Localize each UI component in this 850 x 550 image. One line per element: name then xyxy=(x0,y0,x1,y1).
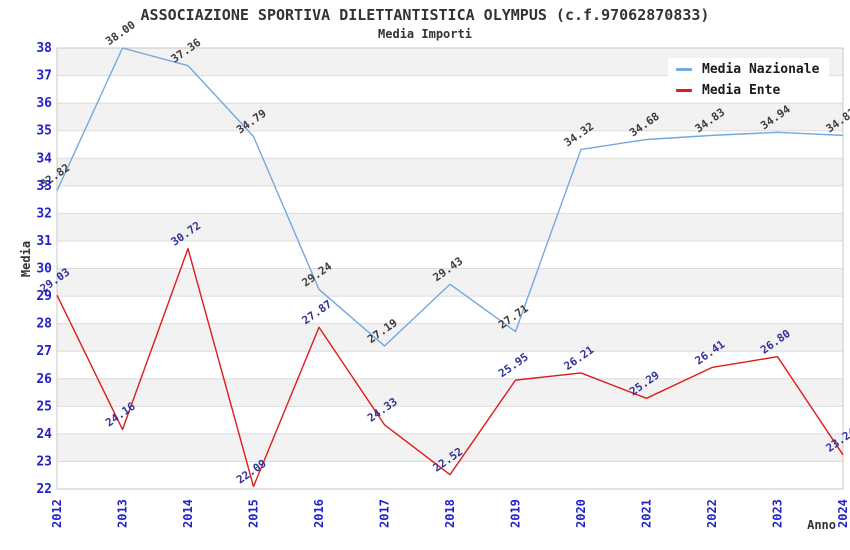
y-tick-label: 22 xyxy=(36,482,52,497)
y-tick-label: 37 xyxy=(36,69,52,84)
chart-title: ASSOCIAZIONE SPORTIVA DILETTANTISTICA OL… xyxy=(140,6,710,24)
x-tick-label: 2014 xyxy=(181,499,195,528)
x-tick-label: 2020 xyxy=(574,499,588,528)
x-tick-label: 2022 xyxy=(705,499,719,528)
x-tick-label: 2023 xyxy=(771,499,785,528)
x-tick-label: 2016 xyxy=(312,499,326,528)
y-tick-label: 36 xyxy=(36,96,52,111)
x-axis-title: Anno xyxy=(807,518,836,532)
y-axis-title: Media xyxy=(19,240,34,278)
x-tick-label: 2012 xyxy=(50,499,64,528)
y-tick-label: 27 xyxy=(36,344,52,359)
x-tick-label: 2017 xyxy=(378,499,392,528)
x-tick-label: 2018 xyxy=(443,499,457,528)
plot-band xyxy=(57,268,843,297)
plot-band xyxy=(57,240,843,269)
legend-label-ente: Media Ente xyxy=(702,83,781,98)
plot-band xyxy=(57,213,843,241)
y-tick-label: 31 xyxy=(36,234,52,249)
legend-item-media-nazionale: Media Nazionale xyxy=(676,62,819,77)
y-tick-label: 32 xyxy=(36,206,52,221)
plot-border xyxy=(56,47,844,490)
x-tick-label: 2024 xyxy=(836,499,850,528)
y-tick-label: 25 xyxy=(36,399,52,414)
plot-band xyxy=(57,433,843,462)
x-tick-label: 2019 xyxy=(509,499,523,528)
y-tick-label: 38 xyxy=(36,41,52,56)
y-tick-label: 35 xyxy=(36,124,52,139)
plot-band xyxy=(57,185,843,214)
x-tick-label: 2015 xyxy=(247,499,261,528)
series-line-0 xyxy=(56,47,844,347)
plot-band xyxy=(57,351,843,379)
y-tick-label: 34 xyxy=(36,151,52,166)
y-tick-label: 28 xyxy=(36,317,52,332)
y-tick-label: 23 xyxy=(36,454,52,469)
plot-band xyxy=(57,158,843,186)
plot-band xyxy=(57,323,843,352)
y-tick-label: 24 xyxy=(36,427,52,442)
y-tick-label: 30 xyxy=(36,262,52,277)
legend: Media Nazionale Media Ente xyxy=(668,58,830,102)
y-tick-label: 29 xyxy=(36,289,52,304)
series-line-1 xyxy=(56,247,844,488)
y-tick-label: 33 xyxy=(36,179,52,194)
legend-swatch-nazionale xyxy=(676,68,692,71)
legend-label-nazionale: Media Nazionale xyxy=(702,62,820,77)
plot-band xyxy=(57,296,843,324)
x-tick-label: 2013 xyxy=(116,499,130,528)
plot-band xyxy=(57,103,843,131)
y-tick-label: 26 xyxy=(36,372,52,387)
plot-band xyxy=(57,378,843,407)
x-tick-label: 2021 xyxy=(640,499,654,528)
chart-subtitle: Media Importi xyxy=(378,27,472,41)
legend-swatch-ente xyxy=(676,89,692,92)
plot-band xyxy=(57,406,843,434)
legend-item-media-ente: Media Ente xyxy=(676,83,819,98)
